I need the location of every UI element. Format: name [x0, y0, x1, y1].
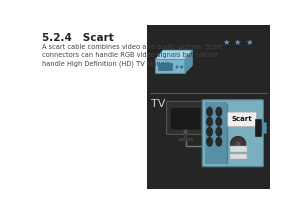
Text: A scart cable combines video and audio signals. Scart
connectors can handle RGB : A scart cable combines video and audio s…	[42, 44, 223, 67]
Text: Scart: Scart	[232, 116, 252, 122]
Ellipse shape	[206, 117, 213, 126]
Circle shape	[230, 136, 246, 152]
Text: ★: ★	[222, 38, 230, 47]
Circle shape	[184, 130, 188, 134]
FancyBboxPatch shape	[170, 107, 201, 130]
Text: ★: ★	[234, 38, 241, 47]
Bar	[147, 25, 270, 189]
FancyBboxPatch shape	[167, 101, 205, 134]
Bar	[230, 146, 248, 152]
Polygon shape	[185, 50, 193, 73]
Bar	[158, 63, 172, 70]
Ellipse shape	[216, 117, 222, 126]
Ellipse shape	[216, 107, 222, 116]
Bar	[254, 119, 261, 136]
Ellipse shape	[206, 137, 213, 146]
Circle shape	[236, 142, 241, 146]
Ellipse shape	[206, 127, 213, 136]
Bar	[230, 154, 248, 159]
Bar	[178, 138, 193, 141]
Bar	[262, 123, 266, 133]
Circle shape	[180, 66, 183, 68]
Text: ★: ★	[245, 38, 253, 47]
Ellipse shape	[206, 107, 213, 116]
Polygon shape	[155, 59, 185, 73]
FancyBboxPatch shape	[202, 100, 263, 167]
Polygon shape	[155, 50, 193, 59]
Ellipse shape	[216, 127, 222, 136]
FancyBboxPatch shape	[228, 112, 256, 127]
Ellipse shape	[216, 137, 222, 146]
Bar	[184, 133, 187, 139]
Bar	[205, 102, 227, 164]
Circle shape	[176, 66, 178, 68]
Text: TV: TV	[152, 99, 166, 109]
Text: 5.2.4   Scart: 5.2.4 Scart	[42, 33, 114, 43]
